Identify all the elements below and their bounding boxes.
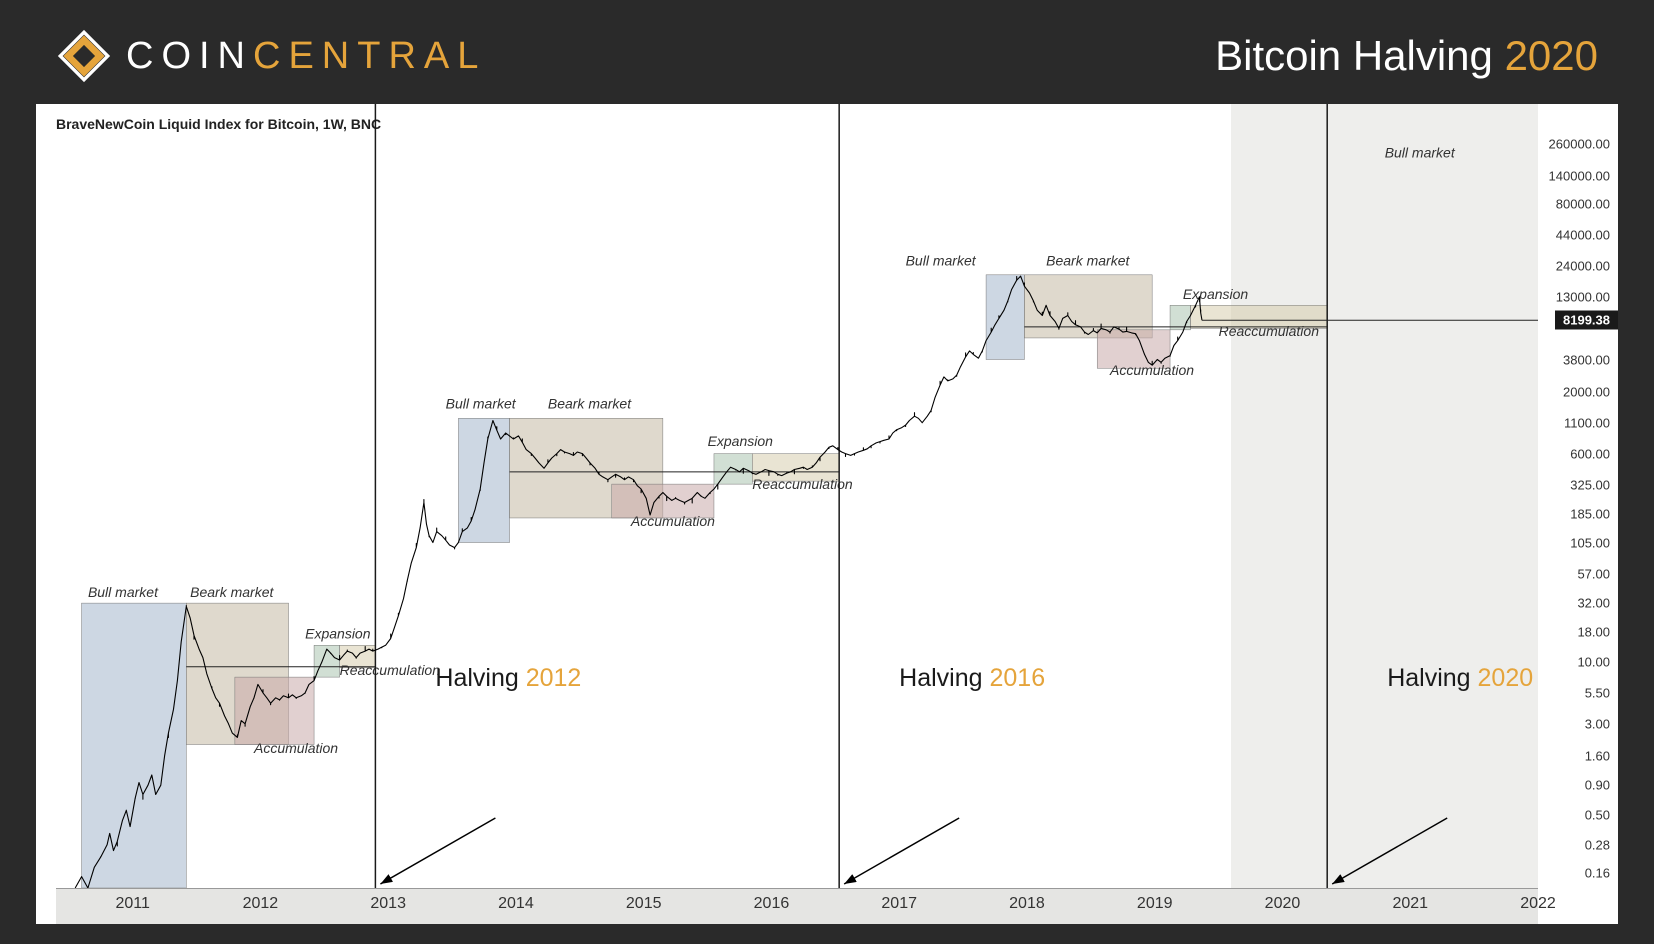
y-tick: 260000.00 [1549, 137, 1610, 152]
y-tick: 2000.00 [1563, 385, 1610, 400]
x-tick: 2016 [754, 895, 790, 913]
chart-frame: BraveNewCoin Liquid Index for Bitcoin, 1… [36, 104, 1618, 924]
y-tick: 44000.00 [1556, 227, 1610, 242]
halving-label: Halving 2020 [1387, 664, 1533, 693]
y-tick: 0.90 [1585, 778, 1610, 793]
halving-label: Halving 2012 [435, 664, 581, 693]
svg-text:Beark market: Beark market [190, 584, 274, 600]
x-tick: 2017 [881, 895, 917, 913]
logo-icon [56, 28, 112, 84]
svg-text:Beark market: Beark market [1046, 253, 1130, 269]
y-axis: 260000.00 140000.00 80000.00 44000.00 24000.… [1538, 104, 1618, 888]
x-tick: 2014 [498, 895, 534, 913]
price-tag: 8199.38 [1555, 311, 1618, 330]
page-title: Bitcoin Halving 2020 [1215, 32, 1598, 80]
x-tick: 2022 [1520, 895, 1556, 913]
svg-text:Accumulation: Accumulation [253, 740, 338, 756]
y-tick: 5.50 [1585, 685, 1610, 700]
logo: COINCENTRAL [56, 28, 486, 84]
x-tick: 2012 [243, 895, 279, 913]
y-tick: 32.00 [1577, 596, 1610, 611]
y-tick: 325.00 [1570, 477, 1610, 492]
y-tick: 10.00 [1577, 655, 1610, 670]
svg-text:Expansion: Expansion [708, 433, 774, 449]
halving-label: Halving 2016 [899, 664, 1045, 693]
y-tick: 0.16 [1585, 866, 1610, 881]
svg-text:Expansion: Expansion [305, 625, 371, 641]
y-tick: 1.60 [1585, 748, 1610, 763]
svg-text:Expansion: Expansion [1183, 286, 1249, 302]
y-tick: 140000.00 [1549, 168, 1610, 183]
chart-source-title: BraveNewCoin Liquid Index for Bitcoin, 1… [56, 116, 381, 132]
svg-text:Accumulation: Accumulation [630, 513, 715, 529]
y-tick: 57.00 [1577, 566, 1610, 581]
y-tick: 600.00 [1570, 446, 1610, 461]
svg-text:Bull market: Bull market [88, 584, 159, 600]
logo-text: COINCENTRAL [126, 35, 486, 78]
y-tick: 80000.00 [1556, 197, 1610, 212]
svg-text:Reaccumulation: Reaccumulation [1219, 323, 1320, 339]
y-tick: 0.50 [1585, 808, 1610, 823]
svg-text:Reaccumulation: Reaccumulation [340, 662, 441, 678]
y-tick: 1100.00 [1564, 415, 1610, 430]
y-tick: 18.00 [1577, 625, 1610, 640]
x-tick: 2019 [1137, 895, 1173, 913]
y-tick: 13000.00 [1556, 289, 1610, 304]
svg-text:Bull market: Bull market [1385, 144, 1456, 160]
y-tick: 3.00 [1585, 716, 1610, 731]
x-tick: 2020 [1265, 895, 1301, 913]
x-tick: 2011 [115, 895, 149, 913]
y-tick: 105.00 [1570, 535, 1610, 550]
plot-area: Bull market Beark market Accumulation Expan… [56, 144, 1538, 888]
x-tick: 2013 [370, 895, 406, 913]
x-tick: 2018 [1009, 895, 1045, 913]
header: COINCENTRAL Bitcoin Halving 2020 [0, 0, 1654, 104]
y-tick: 185.00 [1570, 506, 1610, 521]
y-tick: 0.28 [1585, 837, 1610, 852]
y-tick: 24000.00 [1556, 258, 1610, 273]
svg-text:Beark market: Beark market [548, 396, 632, 412]
x-tick: 2021 [1392, 895, 1428, 913]
x-tick: 2015 [626, 895, 662, 913]
svg-text:Reaccumulation: Reaccumulation [752, 476, 853, 492]
svg-text:Bull market: Bull market [906, 253, 977, 269]
svg-text:Bull market: Bull market [446, 396, 517, 412]
y-tick: 3800.00 [1563, 352, 1610, 367]
x-axis: 2011 2012 2013 2014 2015 2016 2017 2018 2019 2020… [56, 888, 1538, 924]
